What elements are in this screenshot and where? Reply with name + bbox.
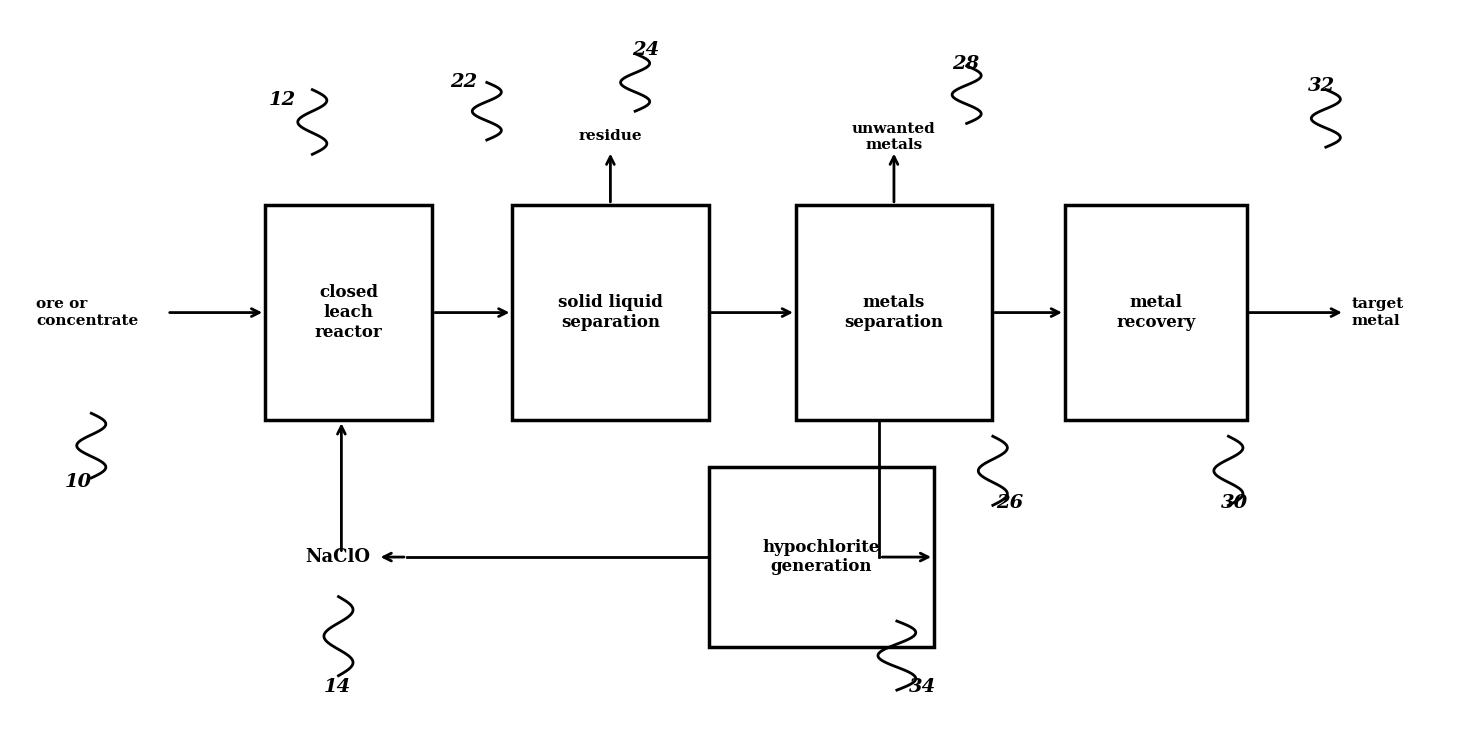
- Text: 10: 10: [65, 473, 92, 490]
- Text: metals
separation: metals separation: [844, 294, 944, 331]
- Text: hypochlorite
generation: hypochlorite generation: [762, 539, 879, 575]
- Text: unwanted
metals: unwanted metals: [851, 122, 935, 152]
- Bar: [512, 205, 709, 421]
- Text: metal
recovery: metal recovery: [1116, 294, 1195, 331]
- Text: target
metal: target metal: [1352, 298, 1405, 328]
- Bar: [266, 205, 432, 421]
- Text: 32: 32: [1308, 77, 1336, 95]
- Text: ore or
concentrate: ore or concentrate: [37, 298, 138, 328]
- Text: 34: 34: [909, 677, 935, 696]
- Text: 12: 12: [269, 92, 297, 109]
- Text: 24: 24: [633, 41, 659, 59]
- Bar: [796, 205, 992, 421]
- Text: closed
leach
reactor: closed leach reactor: [314, 284, 383, 341]
- Bar: [1064, 205, 1246, 421]
- Text: 28: 28: [953, 56, 979, 73]
- Text: residue: residue: [578, 129, 642, 143]
- Text: 22: 22: [451, 73, 477, 92]
- Bar: [709, 467, 934, 647]
- Text: 30: 30: [1221, 494, 1248, 512]
- Text: NaClO: NaClO: [305, 548, 370, 566]
- Text: 26: 26: [995, 494, 1023, 512]
- Text: solid liquid
separation: solid liquid separation: [558, 294, 664, 331]
- Text: 14: 14: [324, 677, 351, 696]
